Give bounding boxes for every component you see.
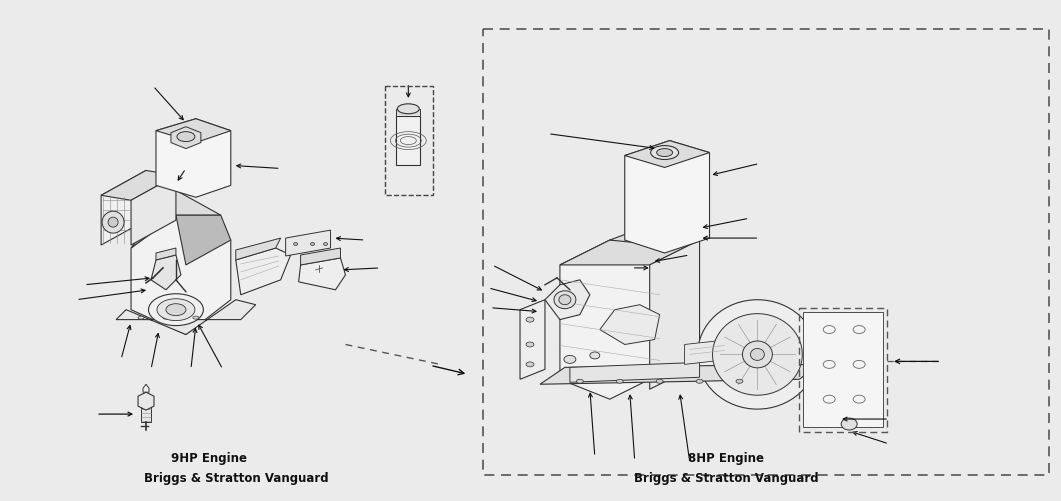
Polygon shape [649,175,680,190]
Polygon shape [151,255,181,290]
Polygon shape [560,240,699,265]
Ellipse shape [750,349,764,360]
Ellipse shape [526,317,534,322]
Polygon shape [285,230,331,256]
Ellipse shape [736,379,743,383]
Ellipse shape [163,316,169,319]
Polygon shape [132,215,231,335]
Polygon shape [803,312,883,427]
Polygon shape [171,127,201,149]
Text: Briggs & Stratton Vanguard: Briggs & Stratton Vanguard [144,472,329,485]
Ellipse shape [193,316,198,319]
Ellipse shape [311,242,314,245]
Polygon shape [132,175,176,245]
Ellipse shape [398,104,419,114]
Polygon shape [599,305,660,345]
Ellipse shape [157,299,195,321]
Polygon shape [143,384,149,392]
Ellipse shape [713,314,802,395]
Polygon shape [132,190,221,248]
Polygon shape [236,238,281,260]
Polygon shape [300,248,341,265]
Ellipse shape [590,352,599,359]
Polygon shape [101,170,146,245]
Text: 9HP Engine: 9HP Engine [171,452,247,465]
Polygon shape [236,248,291,295]
Polygon shape [625,141,710,167]
Polygon shape [156,119,231,143]
Ellipse shape [559,295,571,305]
Ellipse shape [743,341,772,368]
Ellipse shape [841,418,857,430]
Text: Briggs & Stratton Vanguard: Briggs & Stratton Vanguard [634,472,819,485]
Ellipse shape [102,211,124,233]
Polygon shape [520,300,545,379]
Bar [483,29,1049,475]
Polygon shape [649,185,699,235]
Polygon shape [116,300,256,335]
Polygon shape [610,225,699,245]
Polygon shape [625,141,710,253]
Polygon shape [156,248,176,260]
Ellipse shape [657,149,673,156]
Polygon shape [176,215,231,265]
Text: 8HP Engine: 8HP Engine [689,452,764,465]
Bar [799,308,887,432]
Ellipse shape [526,362,534,367]
Polygon shape [540,364,819,384]
Ellipse shape [616,379,623,383]
Polygon shape [684,340,730,364]
Ellipse shape [149,294,204,326]
Bar [385,86,433,195]
Polygon shape [397,116,420,165]
Ellipse shape [177,132,195,142]
Polygon shape [649,240,699,389]
Polygon shape [545,280,590,320]
Ellipse shape [108,217,118,227]
Polygon shape [560,240,660,399]
Ellipse shape [697,300,817,409]
Polygon shape [141,406,151,422]
Ellipse shape [563,355,576,363]
Polygon shape [156,119,231,197]
Ellipse shape [294,242,298,245]
Polygon shape [570,362,699,382]
Ellipse shape [554,291,576,309]
Ellipse shape [696,379,703,383]
Polygon shape [397,109,420,116]
Ellipse shape [650,146,679,159]
Polygon shape [101,170,176,200]
Polygon shape [138,392,154,410]
Polygon shape [298,258,346,290]
Ellipse shape [138,316,144,319]
Ellipse shape [324,242,328,245]
Ellipse shape [526,342,534,347]
Ellipse shape [656,379,663,383]
Ellipse shape [576,379,584,383]
Ellipse shape [166,304,186,316]
